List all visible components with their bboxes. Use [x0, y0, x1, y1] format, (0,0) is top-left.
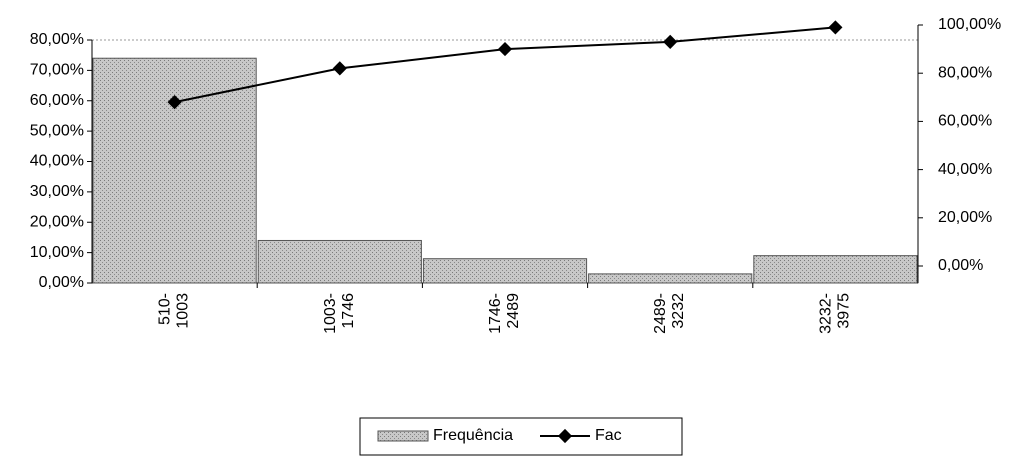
y2-tick-label: 80,00%: [938, 64, 992, 81]
bar: [422, 258, 588, 284]
x-tick-label: 1003-1746: [322, 293, 357, 334]
x-tick-label: 2489-3232: [652, 293, 687, 334]
y-tick-label: 10,00%: [30, 244, 84, 261]
y-tick-label: 50,00%: [30, 122, 84, 139]
y2-tick-label: 60,00%: [938, 113, 992, 130]
x-tick-label: 3232-3975: [818, 293, 853, 334]
line: [174, 26, 836, 104]
y2-tick-label: 0,00%: [938, 257, 983, 274]
marker: [663, 34, 678, 49]
y2-tick-label: 20,00%: [938, 209, 992, 226]
y-tick-label: 70,00%: [30, 62, 84, 79]
bar: [588, 273, 753, 284]
legend-label: Frequência: [433, 427, 513, 444]
marker: [497, 42, 513, 57]
x-tick-label: 510-1003: [157, 293, 192, 329]
legend-label: Fac: [595, 427, 622, 444]
y-tick-label: 20,00%: [30, 213, 84, 230]
bar: [753, 255, 918, 284]
y2-tick-label: 40,00%: [938, 161, 992, 178]
marker: [332, 61, 347, 76]
y-tick-label: 0,00%: [39, 274, 84, 291]
y-tick-label: 60,00%: [30, 92, 84, 109]
bar: [257, 239, 422, 284]
y-tick-label: 40,00%: [30, 153, 84, 170]
x-tick-label: 1746-2489: [487, 293, 522, 334]
y-tick-label: 80,00%: [30, 31, 84, 48]
y2-tick-label: 100,00%: [938, 16, 1001, 33]
marker: [828, 20, 843, 35]
legend-swatch: [377, 430, 429, 442]
legend-marker: [557, 428, 573, 444]
bar: [92, 57, 257, 284]
y-tick-label: 30,00%: [30, 183, 84, 200]
